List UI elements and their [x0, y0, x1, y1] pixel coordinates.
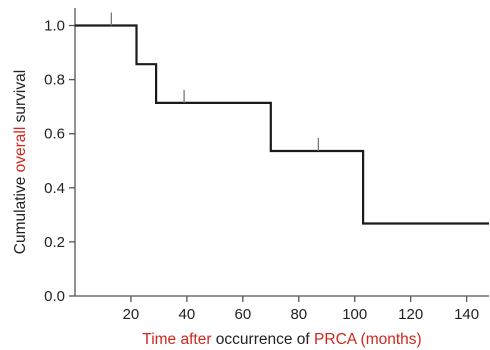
x-tick-label: 120 — [398, 306, 423, 323]
y-tick-label: 0.0 — [44, 288, 65, 305]
label-span: Time after — [142, 331, 211, 348]
y-tick-label: 0.4 — [44, 180, 65, 197]
y-tick-label: 0.2 — [44, 234, 65, 251]
axis-labels: Time after occurrence of PRCA (months) C… — [12, 70, 422, 348]
label-span: occurrence of — [212, 331, 315, 348]
x-tick-label: 140 — [454, 306, 479, 323]
label-span: survival — [12, 70, 29, 127]
plot-marks — [75, 12, 489, 225]
y-tick-label: 1.0 — [44, 18, 65, 35]
label-span: overall — [12, 127, 29, 173]
label-span: Cumulative — [12, 172, 29, 254]
axes: 0.0 0.2 0.4 0.6 0.8 1.0 20 40 60 80 100 120 140 — [44, 8, 489, 323]
label-span: PRCA (months) — [314, 331, 422, 348]
x-tick-label: 40 — [179, 306, 196, 323]
x-tick-label: 60 — [234, 306, 251, 323]
y-tick-label: 0.6 — [44, 126, 65, 143]
x-tick-label: 100 — [342, 306, 367, 323]
y-tick-label: 0.8 — [44, 72, 65, 89]
survival-step-line — [75, 24, 489, 225]
x-tick-label: 20 — [123, 306, 140, 323]
y-axis-label: Cumulative overall survival — [12, 70, 29, 254]
x-axis-label: Time after occurrence of PRCA (months) — [142, 331, 421, 348]
x-tick-label: 80 — [290, 306, 307, 323]
